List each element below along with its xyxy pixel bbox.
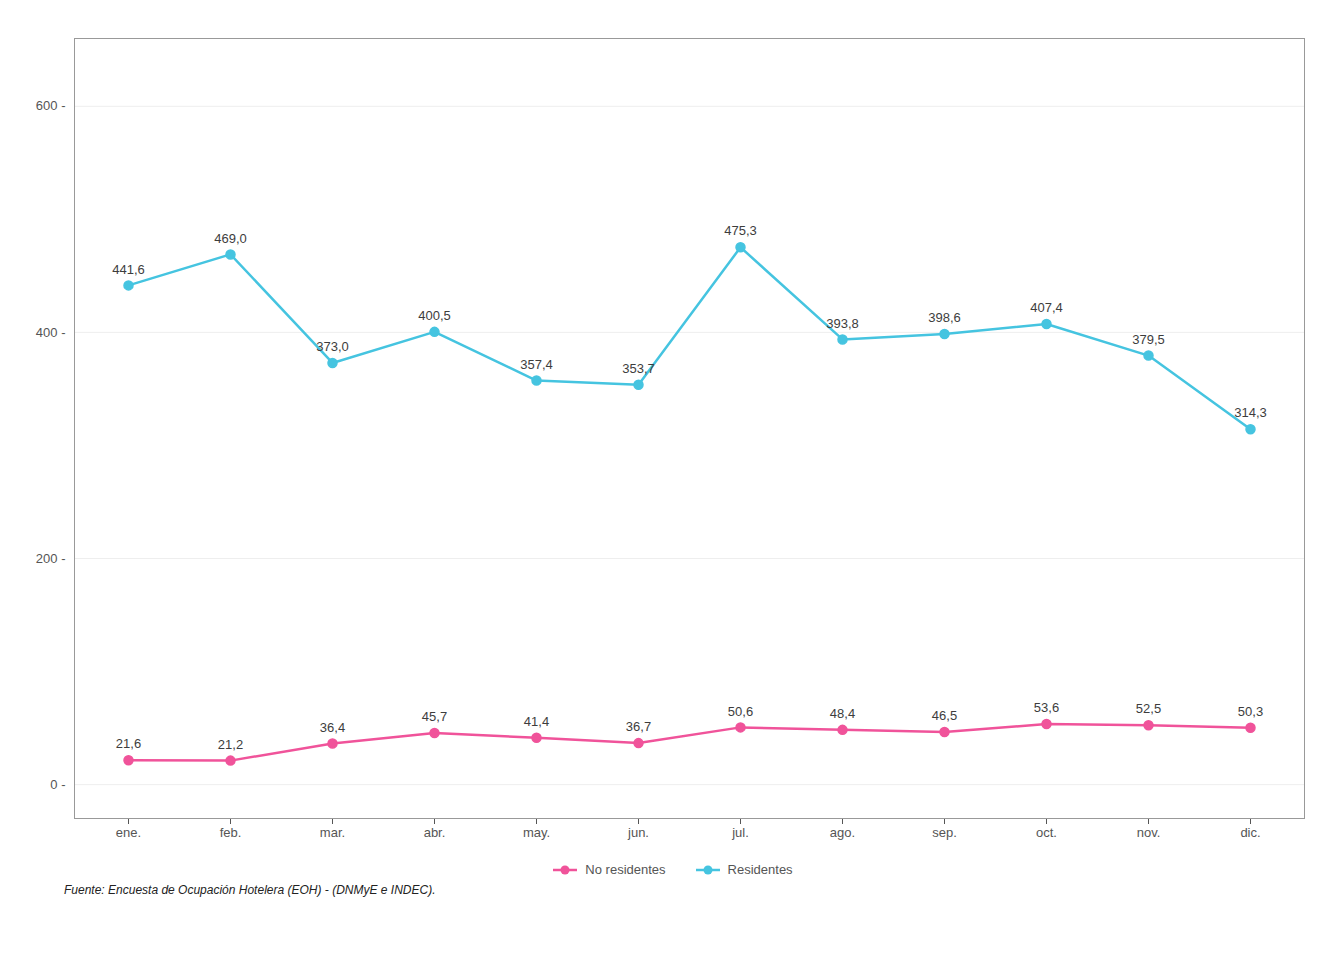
svg-text:469,0: 469,0 (214, 231, 247, 246)
svg-text:52,5: 52,5 (1136, 701, 1161, 716)
svg-text:abr.: abr. (424, 825, 446, 840)
svg-text:441,6: 441,6 (112, 262, 145, 277)
svg-text:53,6: 53,6 (1034, 700, 1059, 715)
svg-text:may.: may. (523, 825, 550, 840)
svg-text:400,5: 400,5 (418, 308, 451, 323)
svg-text:314,3: 314,3 (1234, 405, 1267, 420)
html-text:Fuente: Encuesta de Ocupación: Fuente: Encuesta de Ocupación Hotelera (… (64, 883, 436, 897)
svg-text:21,2: 21,2 (218, 737, 243, 752)
svg-text:357,4: 357,4 (520, 357, 553, 372)
svg-text:379,5: 379,5 (1132, 332, 1165, 347)
svg-text:21,6: 21,6 (116, 736, 141, 751)
svg-text:353,7: 353,7 (622, 361, 655, 376)
svg-text:36,4: 36,4 (320, 720, 345, 735)
svg-text:48,4: 48,4 (830, 706, 855, 721)
svg-text:600 -: 600 - (36, 98, 66, 113)
svg-text:jun.: jun. (627, 825, 649, 840)
svg-text:mar.: mar. (320, 825, 345, 840)
svg-text:46,5: 46,5 (932, 708, 957, 723)
svg-text:393,8: 393,8 (826, 316, 859, 331)
svg-text:36,7: 36,7 (626, 719, 651, 734)
svg-text:ago.: ago. (830, 825, 855, 840)
svg-text:200 -: 200 - (36, 551, 66, 566)
svg-text:0 -: 0 - (50, 777, 65, 792)
svg-text:50,3: 50,3 (1238, 704, 1263, 719)
svg-text:45,7: 45,7 (422, 709, 447, 724)
svg-text:ene.: ene. (116, 825, 141, 840)
svg-text:398,6: 398,6 (928, 310, 961, 325)
svg-text:41,4: 41,4 (524, 714, 549, 729)
svg-text:sep.: sep. (932, 825, 957, 840)
svg-text:50,6: 50,6 (728, 704, 753, 719)
svg-text:407,4: 407,4 (1030, 300, 1063, 315)
html-text:Residentes: Residentes (727, 862, 793, 877)
svg-text:jul.: jul. (731, 825, 749, 840)
html-text:No residentes: No residentes (585, 862, 666, 877)
svg-text:373,0: 373,0 (316, 339, 349, 354)
svg-text:feb.: feb. (220, 825, 242, 840)
svg-text:nov.: nov. (1137, 825, 1161, 840)
svg-text:dic.: dic. (1240, 825, 1260, 840)
svg-text:400 -: 400 - (36, 325, 66, 340)
svg-text:oct.: oct. (1036, 825, 1057, 840)
svg-text:475,3: 475,3 (724, 223, 757, 238)
